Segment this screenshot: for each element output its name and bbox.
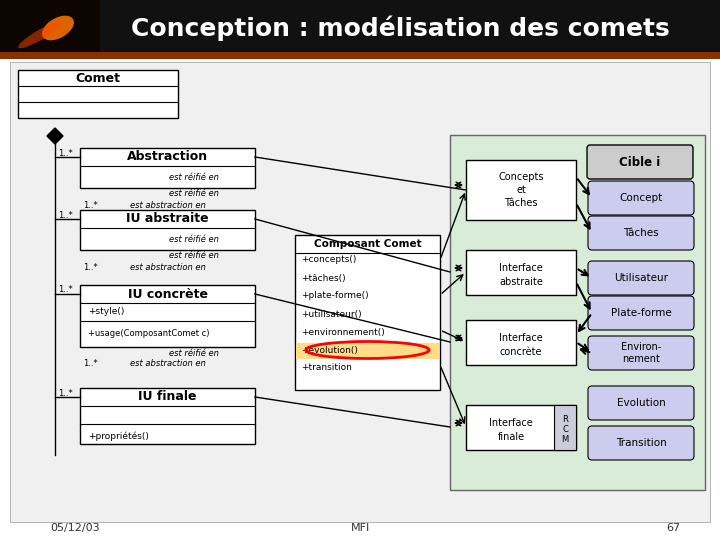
Ellipse shape [42,16,74,40]
Bar [0,0,100,52]
Text: 1..*: 1..* [83,200,97,210]
Text: est réifié en: est réifié en [168,190,219,199]
FancyBboxPatch shape [588,336,694,370]
Text: 1..*: 1..* [58,286,73,294]
Text: est réifié en: est réifié en [168,234,219,244]
Text: IU concrète: IU concrète [127,287,207,300]
Ellipse shape [18,22,62,48]
Bar [0,0,720,52]
Text: abstraite: abstraite [499,277,543,287]
Text: +transition: +transition [301,363,352,373]
Text: Abstraction: Abstraction [127,151,208,164]
Bar [450,135,705,490]
Bar [466,250,576,295]
Text: +tâches(): +tâches() [301,273,346,282]
Bar [80,210,255,250]
Text: +environnement(): +environnement() [301,327,384,336]
Text: Conception : modélisation des comets: Conception : modélisation des comets [130,15,670,40]
Text: +propriétés(): +propriétés() [88,431,149,441]
Text: est réifié en: est réifié en [168,252,219,260]
Text: +plate-forme(): +plate-forme() [301,292,369,300]
FancyBboxPatch shape [588,426,694,460]
Text: 67: 67 [666,523,680,533]
Text: Tâches: Tâches [624,228,659,238]
FancyBboxPatch shape [588,216,694,250]
Text: Cible i: Cible i [619,156,661,168]
Bar [0,52,720,59]
Text: Composant Comet: Composant Comet [314,239,421,249]
Text: est abstraction en: est abstraction en [130,262,205,272]
Text: 1..*: 1..* [83,360,97,368]
Text: finale: finale [498,432,525,442]
Text: Transition: Transition [616,438,667,448]
Text: Utilisateur: Utilisateur [614,273,668,283]
Text: 1..*: 1..* [58,211,73,219]
FancyBboxPatch shape [588,181,694,215]
Bar [80,148,255,188]
Text: est abstraction en: est abstraction en [130,200,205,210]
Text: +style(): +style() [88,307,125,316]
Text: Comet: Comet [76,71,120,84]
Text: IU abstraite: IU abstraite [126,213,209,226]
Text: 1..*: 1..* [83,262,97,272]
Text: est abstraction en: est abstraction en [130,360,205,368]
Bar [80,388,255,444]
Text: Tâches: Tâches [504,198,538,208]
FancyBboxPatch shape [587,145,693,179]
Text: Concept: Concept [619,193,662,203]
Bar [466,405,576,450]
Text: Concepts: Concepts [498,172,544,182]
Text: Plate-forme: Plate-forme [611,308,671,318]
Bar [554,405,576,450]
Text: 05/12/03: 05/12/03 [50,523,99,533]
Text: Interface: Interface [499,333,543,343]
Text: IU finale: IU finale [138,390,197,403]
Text: MFI: MFI [351,523,369,533]
Text: R: R [562,415,568,424]
Bar [466,320,576,365]
Polygon shape [47,128,63,144]
FancyBboxPatch shape [588,296,694,330]
Bar [295,235,440,390]
Text: 1..*: 1..* [58,388,73,397]
Text: C: C [562,426,568,435]
Text: Environ-
nement: Environ- nement [621,342,661,364]
Text: 1..*: 1..* [58,148,73,158]
Bar [80,285,255,347]
FancyBboxPatch shape [588,386,694,420]
Text: Interface: Interface [499,263,543,273]
Text: est réifié en: est réifié en [168,348,219,357]
Text: est réifié en: est réifié en [168,172,219,181]
Text: Evolution: Evolution [616,398,665,408]
FancyBboxPatch shape [588,261,694,295]
Text: +usage(ComposantComet c): +usage(ComposantComet c) [88,328,210,338]
Text: concrète: concrète [500,347,542,357]
Text: +concepts(): +concepts() [301,255,356,265]
Text: +évolution(): +évolution() [301,346,358,354]
Text: et: et [516,185,526,195]
Text: M: M [562,435,569,444]
Text: Interface: Interface [489,418,533,428]
Bar [10,62,710,522]
Bar [296,343,439,359]
Bar [18,70,178,118]
Text: +utilisateur(): +utilisateur() [301,309,361,319]
Bar [466,160,576,220]
